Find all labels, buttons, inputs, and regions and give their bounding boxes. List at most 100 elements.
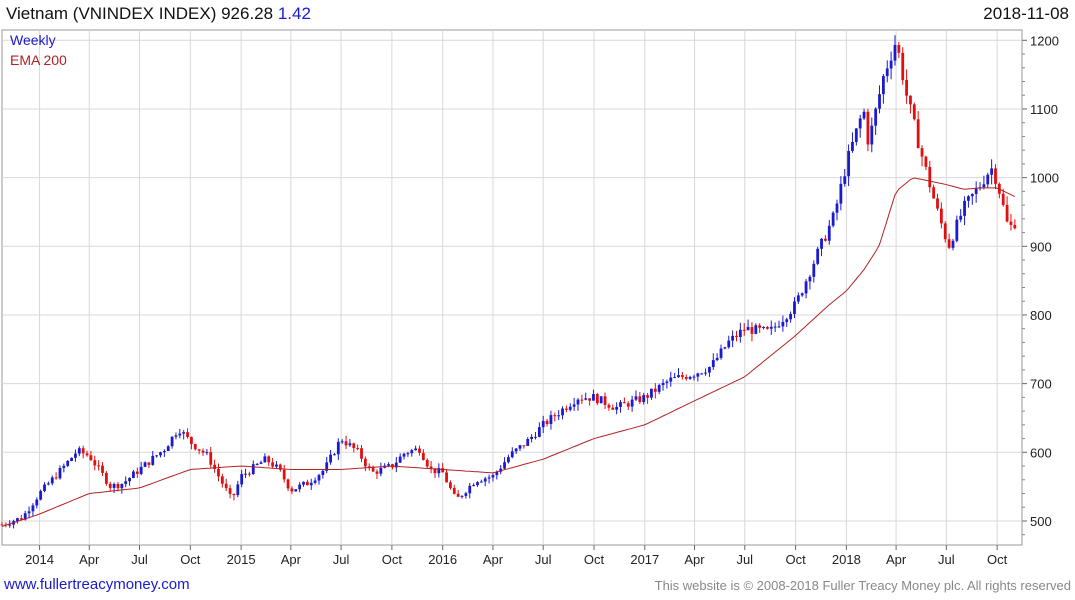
candle-body bbox=[62, 465, 66, 469]
candle-body bbox=[510, 451, 514, 458]
candle-body bbox=[421, 452, 425, 460]
candle-body bbox=[394, 462, 398, 468]
candle-body bbox=[534, 436, 537, 438]
candle-body bbox=[190, 436, 193, 445]
candle-body bbox=[452, 487, 456, 494]
x-tick-label: Oct bbox=[382, 552, 403, 567]
candle-body bbox=[796, 295, 800, 302]
candle-body bbox=[800, 293, 804, 296]
footer-site-link[interactable]: www.fullertreacymoney.com bbox=[4, 576, 190, 593]
candle-body bbox=[112, 483, 116, 488]
candle-body bbox=[352, 443, 356, 449]
candle-body bbox=[727, 340, 731, 348]
candle-body bbox=[820, 238, 823, 249]
candle-body bbox=[170, 436, 174, 447]
y-tick-label: 1200 bbox=[1030, 33, 1059, 48]
candle-body bbox=[259, 462, 263, 464]
candle-body bbox=[793, 301, 796, 314]
candle-body bbox=[735, 335, 738, 338]
candle-body bbox=[909, 95, 912, 105]
candle-body bbox=[947, 239, 951, 248]
candle-body bbox=[684, 376, 688, 379]
candle-body bbox=[178, 433, 182, 436]
candle-body bbox=[74, 453, 77, 458]
legend-weekly: Weekly bbox=[10, 32, 56, 48]
candle-body bbox=[553, 415, 557, 417]
candle-body bbox=[785, 319, 789, 322]
candle-body bbox=[240, 474, 244, 485]
candle-body bbox=[696, 373, 700, 377]
y-tick-label: 600 bbox=[1030, 445, 1052, 460]
candle-body bbox=[0, 524, 4, 526]
candle-body bbox=[309, 482, 313, 486]
candle-body bbox=[159, 452, 162, 456]
candle-body bbox=[545, 420, 549, 425]
chart-title: Vietnam (VNINDEX INDEX) 926.28 1.42 bbox=[6, 4, 311, 24]
candle-body bbox=[588, 398, 591, 401]
candle-body bbox=[476, 482, 479, 486]
candle-body bbox=[595, 394, 599, 404]
candle-body bbox=[827, 225, 831, 241]
y-tick-label: 900 bbox=[1030, 239, 1052, 254]
candle-body bbox=[27, 511, 31, 514]
candle-body bbox=[719, 348, 723, 358]
candle-body bbox=[746, 327, 750, 331]
candle-body bbox=[773, 326, 777, 328]
candle-body bbox=[1005, 204, 1009, 222]
candle-body bbox=[499, 468, 503, 472]
candle-body bbox=[742, 329, 746, 331]
y-tick-label: 800 bbox=[1030, 308, 1052, 323]
x-tick-label: Jul bbox=[938, 552, 955, 567]
candle-body bbox=[986, 174, 990, 185]
candle-body bbox=[708, 367, 711, 373]
candle-body bbox=[294, 489, 298, 492]
candle-body bbox=[839, 183, 843, 204]
candle-body bbox=[677, 375, 680, 378]
candle-body bbox=[483, 478, 487, 482]
candle-body bbox=[680, 375, 684, 377]
candle-body bbox=[851, 141, 854, 151]
candle-body bbox=[456, 493, 460, 497]
candle-body bbox=[321, 470, 325, 476]
candle-body bbox=[866, 111, 870, 145]
candle-body bbox=[275, 464, 278, 467]
candle-body bbox=[85, 453, 89, 456]
candle-body bbox=[16, 518, 19, 522]
candle-body bbox=[673, 377, 677, 379]
candle-body bbox=[104, 472, 108, 484]
candle-body bbox=[518, 445, 522, 449]
candle-body bbox=[584, 398, 588, 400]
candle-body bbox=[39, 491, 43, 500]
candle-body bbox=[205, 452, 209, 454]
x-tick-label: Apr bbox=[886, 552, 907, 567]
candle-body bbox=[514, 448, 518, 452]
candle-body bbox=[348, 443, 352, 446]
candle-body bbox=[209, 452, 213, 465]
candle-body bbox=[762, 327, 765, 329]
candle-body bbox=[835, 203, 839, 213]
candle-body bbox=[905, 79, 908, 96]
candle-body bbox=[526, 439, 530, 446]
x-tick-label: Apr bbox=[684, 552, 705, 567]
candle-body bbox=[580, 399, 584, 401]
candle-body bbox=[901, 52, 905, 80]
candle-body bbox=[371, 467, 375, 472]
candle-body bbox=[162, 451, 166, 453]
candle-body bbox=[607, 404, 611, 408]
candle-body bbox=[576, 399, 580, 405]
candle-body bbox=[959, 215, 963, 220]
candle-body bbox=[626, 403, 630, 407]
candle-body bbox=[201, 450, 205, 453]
candle-body bbox=[282, 469, 286, 480]
candle-body bbox=[615, 406, 619, 410]
candle-body bbox=[642, 395, 646, 403]
candle-body bbox=[58, 468, 62, 479]
candle-body bbox=[982, 184, 986, 188]
candle-body bbox=[862, 111, 866, 119]
candle-body bbox=[433, 468, 437, 474]
candle-body bbox=[472, 485, 476, 487]
x-tick-label: Oct bbox=[987, 552, 1008, 567]
candle-body bbox=[360, 448, 363, 459]
candle-body bbox=[599, 396, 603, 404]
candle-body bbox=[449, 482, 452, 488]
